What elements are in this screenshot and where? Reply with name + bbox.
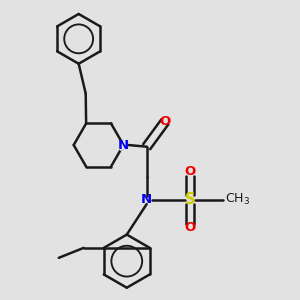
- Text: S: S: [184, 192, 195, 207]
- Text: N: N: [118, 139, 129, 152]
- Text: O: O: [184, 165, 195, 178]
- Text: N: N: [141, 193, 152, 206]
- Text: O: O: [184, 221, 195, 235]
- Text: CH$_3$: CH$_3$: [225, 192, 250, 207]
- Text: O: O: [159, 115, 171, 128]
